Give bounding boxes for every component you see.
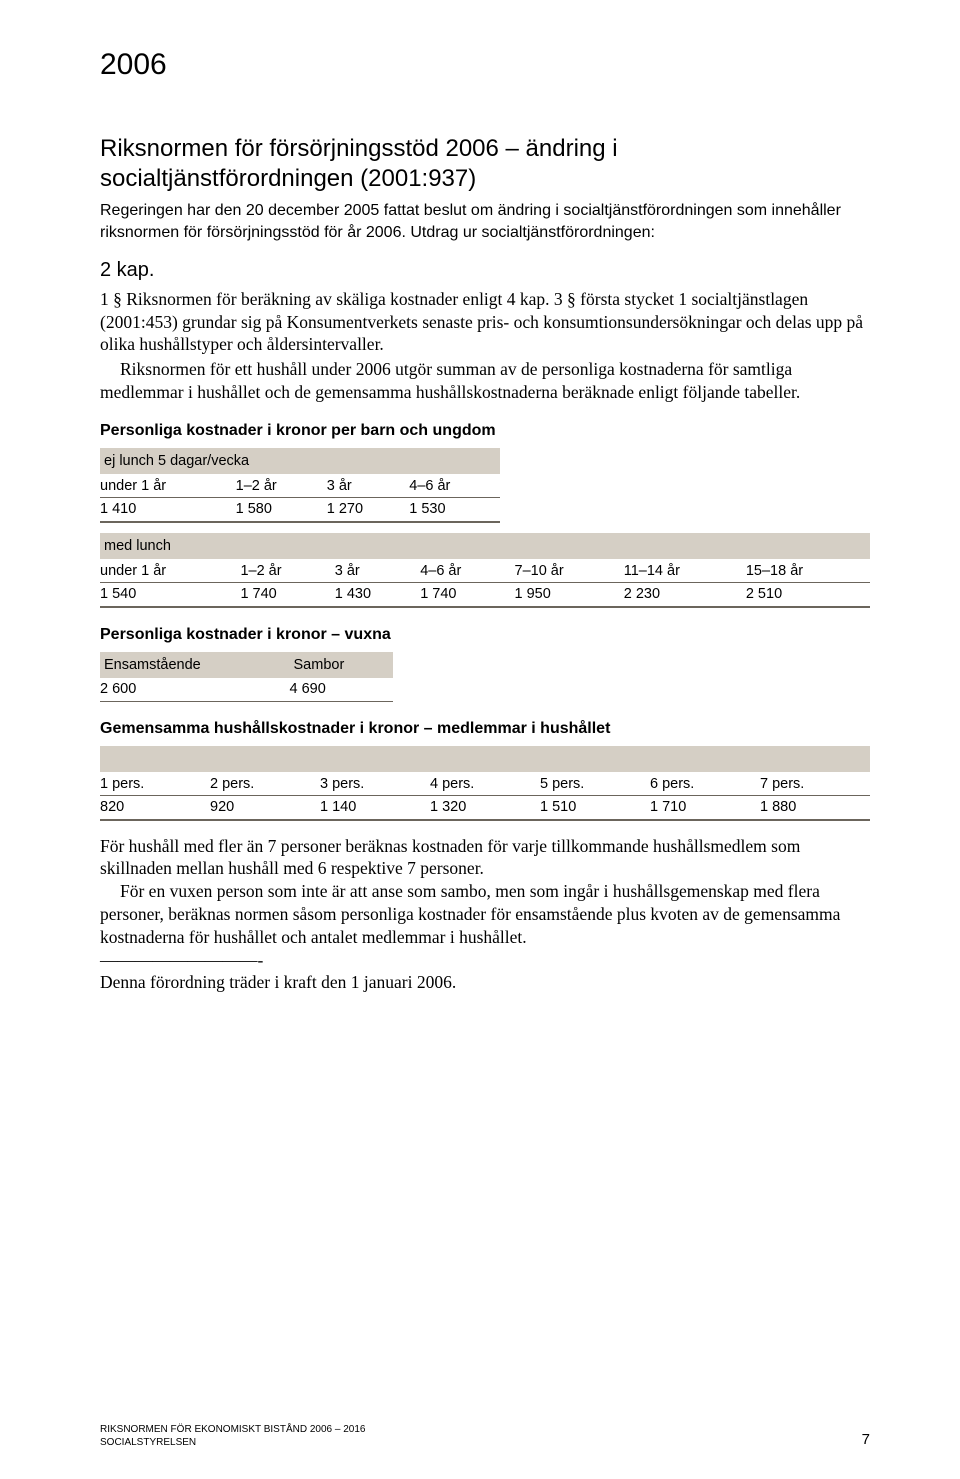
table-med-lunch: med lunch under 1 år 1–2 år 3 år 4–6 år … [100,533,870,608]
cell-value: 1 950 [515,582,624,607]
footer-paragraph-1: För hushåll med fler än 7 personer beräk… [100,835,870,881]
col-header: 1–2 år [240,559,334,583]
cell-value: 2 510 [746,582,870,607]
col-header: 6 pers. [650,772,760,796]
col-header: 4 pers. [430,772,540,796]
section-heading-gemensam: Gemensamma hushållskostnader i kronor – … [100,720,870,738]
paragraph-2: Riksnormen för ett hushåll under 2006 ut… [100,358,870,404]
cell-value: 920 [210,795,320,820]
col-header: Ensamstående [100,652,290,678]
cell-value: 1 740 [240,582,334,607]
section-heading-barn: Personliga kostnader i kronor per barn o… [100,422,870,440]
col-header: 4–6 år [409,474,500,498]
table-band-label: med lunch [100,533,870,559]
footer-line1: RIKSNORMEN FÖR EKONOMISKT BISTÅND 2006 –… [100,1423,365,1436]
table-band-label: ej lunch 5 dagar/vecka [100,448,500,474]
col-header: under 1 år [100,474,236,498]
cell-value: 1 530 [409,497,500,522]
cell-value: 1 410 [100,497,236,522]
cell-value: 2 230 [624,582,746,607]
cell-value: 1 140 [320,795,430,820]
cell-value: 1 510 [540,795,650,820]
footer-paragraph-2: För en vuxen person som inte är att anse… [100,880,870,948]
table-vuxna: Ensamstående Sambor 2 600 4 690 [100,652,393,702]
table-gemensam: 1 pers. 2 pers. 3 pers. 4 pers. 5 pers. … [100,746,870,821]
intro-paragraph: Regeringen har den 20 december 2005 fatt… [100,200,870,245]
paragraph-1: 1 § Riksnormen för beräkning av skäliga … [100,288,870,356]
year-heading: 2006 [100,48,870,82]
col-header: 5 pers. [540,772,650,796]
col-header: 3 pers. [320,772,430,796]
col-header: 7 pers. [760,772,870,796]
dash-separator: —————————- [100,950,870,971]
cell-value: 1 740 [420,582,514,607]
footer-line2: SOCIALSTYRELSEN [100,1436,365,1449]
col-header: 1 pers. [100,772,210,796]
cell-value: 1 430 [335,582,420,607]
spacer-band [100,746,870,772]
cell-value: 4 690 [290,678,393,702]
col-header: 4–6 år [420,559,514,583]
cell-value: 2 600 [100,678,290,702]
col-header: 7–10 år [515,559,624,583]
page-title: Riksnormen för försörjningsstöd 2006 – ä… [100,134,870,194]
cell-value: 820 [100,795,210,820]
footer-left: RIKSNORMEN FÖR EKONOMISKT BISTÅND 2006 –… [100,1423,365,1449]
table-ej-lunch: ej lunch 5 dagar/vecka under 1 år 1–2 år… [100,448,500,523]
col-header: 3 år [327,474,410,498]
cell-value: 1 710 [650,795,760,820]
chapter-label: 2 kap. [100,259,870,282]
col-header: 1–2 år [236,474,327,498]
col-header: 3 år [335,559,420,583]
col-header: under 1 år [100,559,240,583]
effective-date: Denna förordning träder i kraft den 1 ja… [100,971,870,994]
page-number: 7 [862,1430,870,1450]
section-heading-vuxna: Personliga kostnader i kronor – vuxna [100,626,870,644]
page-footer: RIKSNORMEN FÖR EKONOMISKT BISTÅND 2006 –… [100,1423,870,1449]
col-header: 2 pers. [210,772,320,796]
cell-value: 1 320 [430,795,540,820]
col-header: Sambor [290,652,393,678]
cell-value: 1 580 [236,497,327,522]
col-header: 15–18 år [746,559,870,583]
cell-value: 1 880 [760,795,870,820]
cell-value: 1 270 [327,497,410,522]
col-header: 11–14 år [624,559,746,583]
cell-value: 1 540 [100,582,240,607]
